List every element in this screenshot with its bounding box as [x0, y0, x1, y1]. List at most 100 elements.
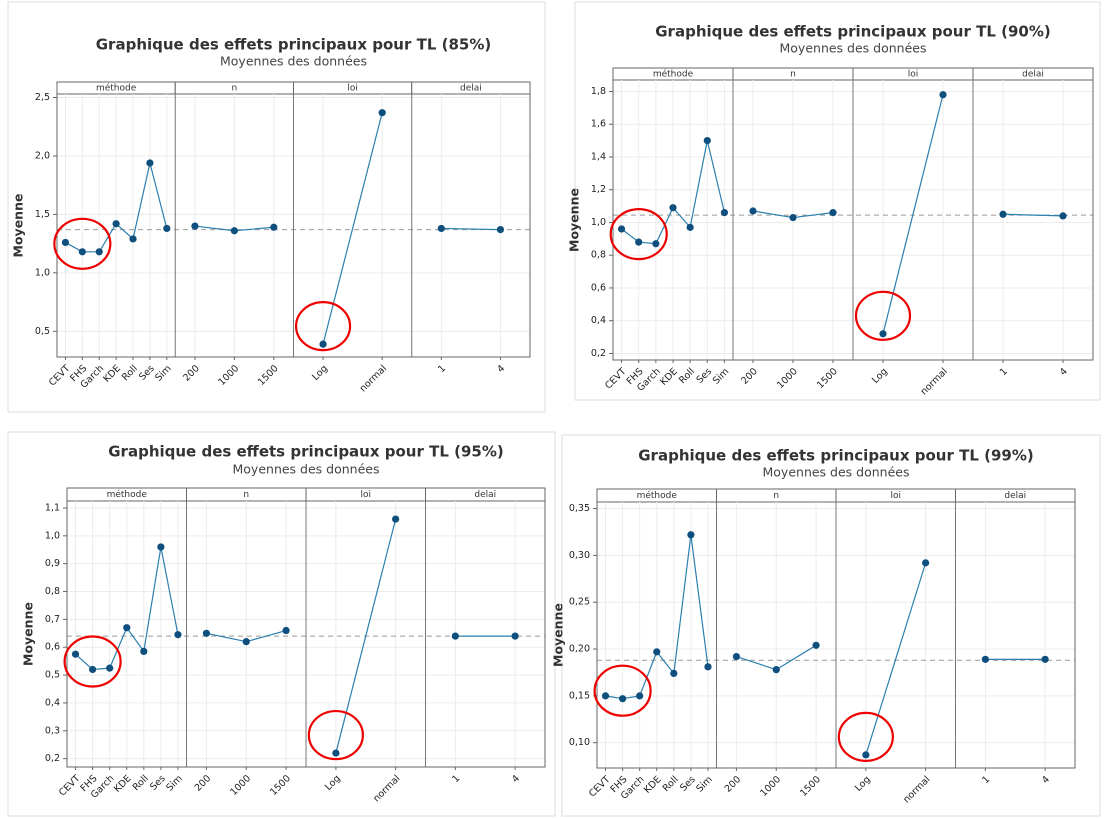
effect-point	[95, 248, 103, 256]
effect-point	[999, 210, 1007, 218]
effect-point	[270, 223, 278, 231]
effect-point	[1059, 212, 1067, 220]
effect-line	[335, 518, 397, 754]
effect-point	[703, 136, 711, 145]
panel-name: loi	[347, 84, 358, 94]
annotation-circle	[854, 290, 912, 341]
annotation-circle	[609, 208, 668, 261]
chart-subtitle: Moyennes des données	[233, 462, 380, 477]
effect-point	[78, 248, 86, 256]
y-axis-label: Moyenne	[11, 194, 26, 258]
effect-point	[636, 692, 644, 700]
effect-line	[865, 562, 927, 756]
effect-point	[437, 224, 445, 233]
effect-point	[862, 751, 870, 759]
chart-background	[7, 1, 546, 413]
y-tick-label: 1,1	[45, 502, 60, 513]
effect-point	[282, 626, 290, 635]
y-tick-label: 0,15	[569, 690, 590, 701]
effect-point	[123, 624, 131, 632]
y-tick-label: 0,30	[569, 550, 590, 561]
y-tick-label: 1,6	[591, 119, 606, 130]
effect-point	[163, 224, 171, 233]
panel-name: n	[790, 70, 796, 80]
chart-title: Graphique des effets principaux pour TL …	[655, 23, 1050, 41]
effect-point	[230, 227, 238, 235]
effect-point	[1041, 655, 1049, 663]
chart-subtitle: Moyennes des données	[780, 41, 927, 56]
y-tick-label: 1,4	[591, 151, 606, 162]
annotation-circle	[53, 217, 112, 270]
chart-subtitle: Moyennes des données	[763, 465, 910, 480]
y-tick-label: 1,8	[591, 86, 606, 97]
effect-point	[981, 655, 989, 663]
panel-name: méthode	[96, 83, 137, 94]
y-tick-label: 0,8	[591, 250, 606, 261]
annotation-circle	[63, 635, 122, 688]
y-tick-label: 2,5	[35, 92, 50, 103]
y-tick-label: 0,5	[35, 326, 50, 337]
annotation-circle	[837, 711, 894, 762]
effect-point	[140, 647, 148, 656]
y-axis-label: Moyenne	[21, 602, 36, 666]
y-tick-label: 0,25	[569, 597, 590, 608]
panel-name: n	[243, 490, 249, 500]
y-axis-label: Moyenne	[567, 188, 582, 252]
chart-subtitle: Moyennes des données	[220, 54, 367, 69]
effect-point	[202, 629, 211, 637]
effect-point	[129, 235, 137, 243]
y-tick-label: 1,0	[591, 217, 606, 228]
y-tick-label: 1,2	[591, 184, 606, 195]
effect-point	[451, 632, 459, 640]
effect-point	[687, 531, 695, 539]
effect-line	[1002, 213, 1064, 217]
effect-point	[635, 238, 643, 246]
y-tick-label: 1,0	[35, 267, 50, 278]
effect-point	[157, 543, 165, 551]
panel-name: n	[232, 84, 238, 94]
effect-point	[732, 652, 741, 661]
effect-point	[146, 159, 154, 167]
effect-point	[242, 638, 250, 646]
effect-point	[106, 664, 114, 672]
y-tick-label: 0,3	[45, 725, 60, 736]
y-tick-label: 0,6	[591, 282, 606, 293]
effect-point	[378, 109, 386, 117]
effect-point	[319, 340, 327, 348]
y-tick-label: 0,2	[591, 348, 606, 359]
y-tick-label: 0,4	[45, 697, 60, 708]
panel-name: loi	[908, 70, 919, 80]
effect-point	[61, 238, 70, 247]
plot-frame	[596, 488, 1076, 769]
effect-point	[749, 207, 757, 215]
y-tick-label: 0,9	[45, 558, 60, 569]
panel-name: méthode	[653, 69, 694, 80]
effect-point	[670, 669, 678, 678]
plot-frame	[56, 81, 531, 358]
panel-name: loi	[890, 491, 901, 501]
effect-point	[191, 222, 199, 230]
annotation-circle	[593, 664, 652, 717]
effect-point	[652, 240, 660, 248]
effect-point	[89, 665, 97, 674]
y-tick-label: 0,8	[45, 586, 60, 597]
y-tick-label: 0,4	[591, 315, 606, 326]
effect-point	[704, 663, 712, 671]
effect-point	[789, 213, 797, 222]
effect-point	[772, 666, 780, 674]
effect-point	[922, 559, 930, 567]
y-tick-label: 0,20	[569, 644, 590, 655]
effect-point	[720, 209, 729, 217]
panel-name: delai	[474, 490, 496, 500]
panel-name: delai	[1022, 70, 1044, 80]
y-tick-label: 1,0	[45, 530, 60, 541]
effect-point	[686, 223, 694, 231]
effect-point	[601, 692, 610, 700]
y-tick-label: 0,2	[45, 753, 60, 764]
effect-point	[653, 648, 661, 656]
panel-name: loi	[360, 490, 371, 500]
plot-frame	[612, 67, 1094, 361]
effect-point	[829, 209, 837, 217]
effect-point	[619, 695, 627, 703]
annotation-circle	[294, 301, 352, 352]
